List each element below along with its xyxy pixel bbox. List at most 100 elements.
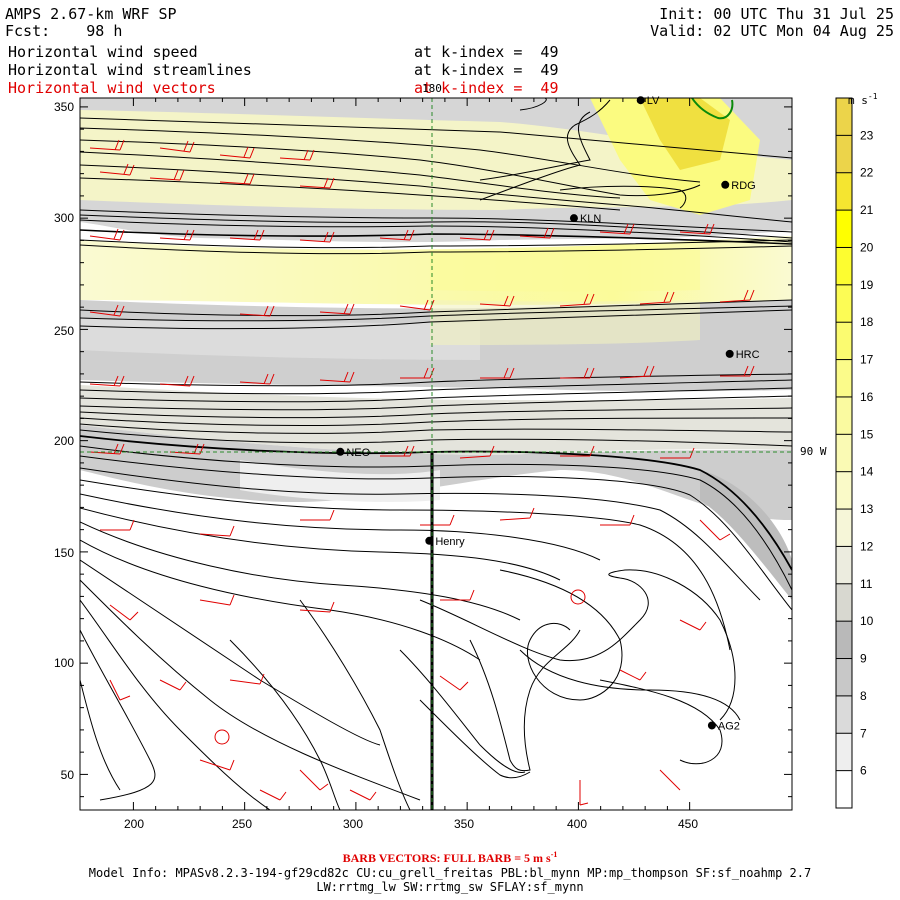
field-name-1: Horizontal wind speed (8, 43, 198, 61)
x-tick-label: 250 (232, 817, 252, 831)
station-dot (707, 721, 716, 730)
station-henry: Henry (425, 536, 465, 548)
station-markers: LV RDG KLN HRC NEO Henry AG2 (336, 95, 760, 732)
x-tick-label: 200 (124, 817, 144, 831)
map-frame (79, 97, 793, 811)
calm-circle (570, 589, 586, 605)
y-tick-label: 200 (54, 434, 74, 448)
field-level-3: at k-index = 49 (414, 79, 559, 97)
y-tick-label: 150 (54, 546, 74, 560)
axis-ticks (80, 98, 792, 810)
calm-markers (214, 589, 586, 745)
colorbar-bin (836, 247, 852, 285)
station-label: HRC (736, 349, 760, 361)
station-dot (425, 536, 434, 545)
wind-barbs (89, 139, 755, 806)
valid-time: Valid: 02 UTC Mon 04 Aug 25 (650, 22, 894, 40)
station-ag2: AG2 (707, 720, 740, 732)
x-tick-label: 350 (454, 817, 474, 831)
colorbar-bin (836, 509, 852, 547)
colorbar-bin (836, 210, 852, 248)
station-label: RDG (731, 180, 755, 192)
colorbar-bin (836, 583, 852, 622)
colorbar-bin (836, 733, 852, 771)
y-tick-label: 300 (54, 211, 74, 225)
colorbar-label: 18 (860, 315, 874, 329)
station-label: KLN (580, 213, 601, 225)
station-label: AG2 (718, 720, 740, 732)
x-tick-label: 300 (343, 817, 363, 831)
colorbar-label: 12 (860, 539, 874, 553)
colorbar-label: 15 (860, 427, 874, 441)
x-axis-labels: 200 250 300 350 400 450 (124, 817, 698, 831)
colorbar-label: 13 (860, 502, 874, 516)
colorbar-bin (836, 359, 852, 397)
field-level-1: at k-index = 49 (414, 43, 559, 61)
barb-note: BARB VECTORS: FULL BARB = 5 m s-1 (342, 850, 558, 865)
colorbar-label: 7 (860, 726, 867, 740)
colorbar-label: 8 (860, 689, 867, 703)
station-dot (569, 214, 578, 223)
field-level-2: at k-index = 49 (414, 61, 559, 79)
forecast-hours: 98 h (86, 22, 123, 40)
station-kln: KLN (569, 213, 601, 225)
forecast-label: Fcst: 98 h (5, 22, 123, 40)
colorbar-label: 16 (860, 390, 874, 404)
colorbar-label: 14 (860, 465, 874, 479)
colorbar-bin (836, 434, 852, 472)
model-info: Model Info: MPASv8.2.3-194-gf29cd82c CU:… (88, 866, 812, 880)
wind-map: 180 90 W 200 250 300 350 400 450 350 300… (54, 82, 878, 831)
colorbar-bin (836, 546, 852, 584)
field-name-3: Horizontal wind vectors (8, 79, 216, 97)
colorbar-label: 9 (860, 652, 867, 666)
station-lv: LV (636, 95, 660, 107)
y-tick-label: 350 (54, 100, 74, 114)
colorbar-label: 10 (860, 614, 874, 628)
parallel-label: 90 W (800, 445, 827, 458)
colorbar-bin (836, 770, 852, 808)
colorbar-label: 21 (860, 203, 874, 217)
field-name-2: Horizontal wind streamlines (8, 61, 252, 79)
colorbar-label: 17 (860, 353, 874, 367)
colorbar-bin (836, 135, 852, 173)
x-tick-label: 400 (567, 817, 587, 831)
station-label: LV (647, 95, 660, 107)
colorbar-bin (836, 98, 852, 136)
station-hrc: HRC (725, 349, 760, 361)
colorbar-unit: m s-1 (848, 92, 878, 107)
y-tick-label: 50 (61, 768, 75, 782)
colorbar-label: 6 (860, 764, 867, 778)
colorbar-bin (836, 396, 852, 435)
station-dot (721, 180, 730, 189)
colorbar-label: 20 (860, 240, 874, 254)
colorbar: 6 7 8 9 10 11 12 13 14 15 16 17 18 19 20 21 22 23 (835, 97, 874, 809)
station-rdg: RDG (721, 180, 756, 192)
model-info-2: LW:rrtmg_lw SW:rrtmg_sw SFLAY:sf_mynn (316, 880, 584, 894)
station-dot (725, 349, 734, 358)
ice-edge-contour (691, 98, 734, 120)
colorbar-bin (836, 172, 852, 211)
y-axis-labels: 350 300 250 200 150 100 50 (54, 100, 74, 782)
colorbar-label: 19 (860, 278, 874, 292)
colorbar-label: 11 (860, 577, 873, 591)
colorbar-bin (836, 322, 852, 360)
station-dot (336, 447, 345, 456)
station-dot (636, 96, 645, 105)
colorbar-bin (836, 658, 852, 696)
colorbar-bin (836, 621, 852, 659)
meridian-label: 180 (422, 82, 442, 95)
y-tick-label: 100 (54, 656, 74, 670)
y-tick-label: 250 (54, 324, 74, 338)
station-label: Henry (435, 536, 465, 548)
station-neo: NEO (336, 447, 371, 459)
colorbar-label: 23 (860, 128, 874, 142)
colorbar-bin (836, 471, 852, 510)
model-title: AMPS 2.67-km WRF SP (5, 5, 177, 23)
colorbar-bin (836, 284, 852, 323)
colorbar-label: 22 (860, 166, 874, 180)
calm-circle (214, 729, 230, 745)
streamlines (80, 98, 792, 810)
init-time: Init: 00 UTC Thu 31 Jul 25 (659, 5, 894, 23)
colorbar-bin (836, 695, 852, 734)
x-tick-label: 450 (678, 817, 698, 831)
